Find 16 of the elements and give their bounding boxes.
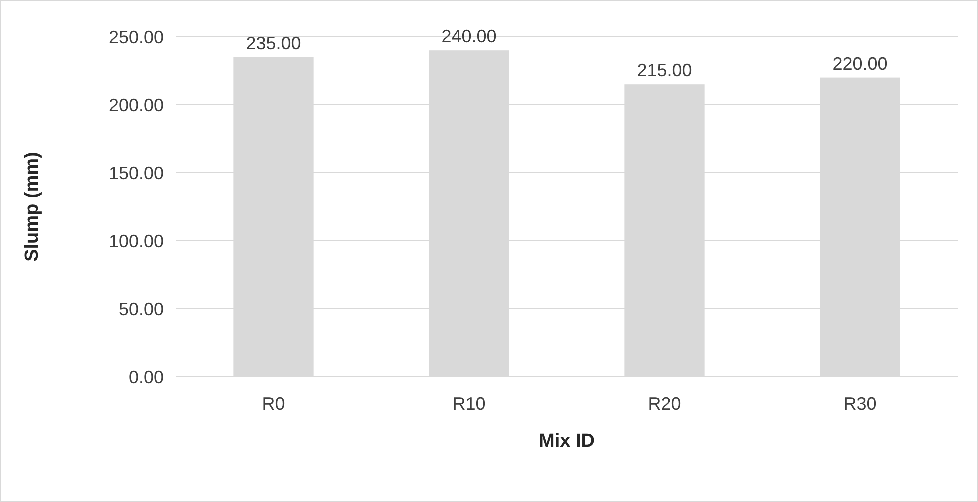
- x-tick-label: R20: [648, 394, 682, 414]
- data-label: 240.00: [442, 26, 497, 47]
- x-axis-title: Mix ID: [539, 431, 595, 452]
- y-tick-label: 100.00: [108, 231, 164, 252]
- x-tick-label: R0: [262, 394, 286, 414]
- y-tick-label: 250.00: [108, 27, 164, 48]
- y-tick-label: 200.00: [108, 95, 164, 116]
- y-axis-title: Slump (mm): [22, 152, 43, 262]
- y-tick-label: 0.00: [128, 367, 164, 388]
- y-tick-label: 150.00: [108, 163, 164, 184]
- x-tick-label: R10: [452, 394, 486, 414]
- data-label: 215.00: [637, 60, 692, 81]
- data-label: 235.00: [246, 33, 302, 54]
- y-tick-label: 50.00: [118, 299, 164, 320]
- x-tick-label: R30: [844, 394, 877, 414]
- data-label: 220.00: [832, 54, 888, 74]
